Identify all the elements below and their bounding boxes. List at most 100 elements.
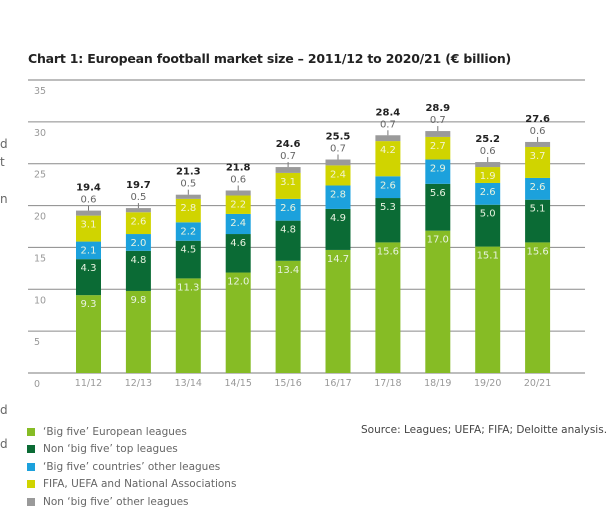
legend-label: FIFA, UEFA and National Associations bbox=[43, 478, 237, 491]
bar-segment bbox=[425, 159, 451, 184]
bar-segment bbox=[225, 190, 251, 196]
legend-label: Non ‘big five’ other leagues bbox=[43, 495, 189, 508]
legend-item: ‘Big five’ countries’ other leagues bbox=[27, 458, 236, 476]
x-tick-label: 13/14 bbox=[175, 378, 202, 389]
data-label: 9.8 bbox=[130, 295, 146, 306]
x-tick-label: 11/12 bbox=[75, 378, 102, 389]
data-label: 0.7 bbox=[280, 151, 296, 162]
legend-swatch bbox=[27, 427, 35, 436]
bar-segment bbox=[275, 198, 301, 221]
total-label: 28.9 bbox=[425, 103, 450, 114]
bar-stack: 13.4 4.8 2.6 3.1 0.724.6 bbox=[275, 139, 301, 373]
legend: ‘Big five’ European leagues Non ‘big five… bbox=[27, 423, 236, 511]
data-label: 0.7 bbox=[430, 115, 446, 126]
data-label: 1.9 bbox=[480, 171, 496, 182]
bar-segment bbox=[475, 204, 501, 247]
bar-segment bbox=[76, 210, 101, 216]
bar-segment bbox=[275, 260, 301, 373]
data-label: 5.3 bbox=[380, 202, 396, 213]
data-label: 2.7 bbox=[430, 141, 446, 152]
bar-segment bbox=[175, 278, 201, 373]
data-label: 2.4 bbox=[230, 218, 246, 229]
bar-stack: 17.0 5.6 2.9 2.7 0.728.9 bbox=[425, 103, 451, 373]
legend-swatch bbox=[27, 480, 35, 489]
data-label: 0.6 bbox=[530, 126, 546, 137]
bar-segment bbox=[325, 185, 351, 209]
legend-swatch bbox=[27, 445, 35, 454]
data-label: 2.6 bbox=[280, 203, 296, 214]
data-label: 4.8 bbox=[280, 225, 296, 236]
total-label: 21.3 bbox=[176, 167, 201, 178]
bar-segment bbox=[175, 222, 201, 241]
bar-segment bbox=[175, 194, 201, 199]
bar-segment bbox=[475, 182, 501, 205]
data-label: 4.8 bbox=[130, 255, 146, 266]
data-label: 13.4 bbox=[277, 265, 299, 276]
data-label: 2.1 bbox=[81, 246, 97, 257]
bar-segment bbox=[525, 141, 551, 147]
bar-segment bbox=[225, 195, 251, 214]
data-label: 15.6 bbox=[526, 246, 548, 257]
data-label: 2.0 bbox=[130, 238, 146, 249]
data-label: 3.1 bbox=[280, 177, 296, 188]
bars: 9.34.32.13.10.619.49.84.82.02.60.519.711… bbox=[76, 103, 551, 373]
x-tick-label: 16/17 bbox=[324, 378, 351, 389]
x-tick-label: 19/20 bbox=[474, 378, 501, 389]
data-label: 14.7 bbox=[327, 254, 349, 265]
data-label: 3.1 bbox=[81, 220, 97, 231]
data-label: 2.2 bbox=[230, 200, 246, 211]
data-label: 17.0 bbox=[427, 235, 449, 246]
bar-segment bbox=[425, 131, 451, 137]
bar-stack: 12.0 4.6 2.4 2.2 0.621.8 bbox=[225, 163, 251, 373]
gridlines bbox=[28, 79, 585, 374]
data-label: 2.6 bbox=[530, 182, 546, 193]
data-label: 0.5 bbox=[130, 192, 146, 203]
x-tick-label: 14/15 bbox=[225, 378, 252, 389]
bar-segment bbox=[275, 167, 301, 173]
bar-stack: 14.7 4.9 2.8 2.4 0.725.5 bbox=[325, 132, 351, 373]
legend-label: ‘Big five’ European leagues bbox=[43, 425, 187, 438]
y-tick-label: 5 bbox=[34, 337, 40, 348]
data-label: 9.3 bbox=[81, 299, 97, 310]
data-label: 4.5 bbox=[180, 245, 196, 256]
total-label: 21.8 bbox=[226, 163, 251, 174]
bar-segment bbox=[475, 162, 501, 168]
page-fragment: t bbox=[0, 155, 5, 169]
bar-segment bbox=[475, 167, 501, 183]
bar-segment bbox=[76, 241, 101, 260]
bar-stack: 9.8 4.8 2.0 2.6 0.519.7 bbox=[125, 180, 151, 373]
total-label: 19.4 bbox=[76, 183, 101, 194]
bar-segment bbox=[525, 177, 551, 200]
data-label: 4.6 bbox=[230, 238, 246, 249]
bar-segment bbox=[375, 141, 401, 177]
legend-swatch bbox=[27, 497, 35, 506]
x-axis-ticks: 11/12 12/13 13/14 14/15 15/16 16/17 17/18 18/19… bbox=[75, 378, 551, 389]
data-label: 3.7 bbox=[530, 151, 546, 162]
data-label: 0.6 bbox=[480, 146, 496, 157]
x-tick-label: 17/18 bbox=[374, 378, 401, 389]
bar-segment bbox=[225, 234, 251, 273]
bar-segment bbox=[375, 242, 401, 373]
y-tick-label: 15 bbox=[34, 253, 46, 264]
data-label: 0.7 bbox=[330, 144, 346, 155]
total-label: 25.5 bbox=[326, 132, 351, 143]
bar-segment bbox=[375, 176, 401, 199]
x-tick-label: 15/16 bbox=[274, 378, 301, 389]
data-label: 4.2 bbox=[380, 145, 396, 156]
bar-segment bbox=[325, 249, 351, 373]
bar-segment bbox=[325, 165, 351, 186]
data-label: 4.3 bbox=[81, 263, 97, 274]
data-label: 15.1 bbox=[477, 251, 499, 262]
bar-segment bbox=[525, 199, 551, 243]
bar-stack: 15.6 5.3 2.6 4.2 0.728.4 bbox=[375, 107, 401, 373]
data-label: 11.3 bbox=[177, 282, 199, 293]
page-fragment: d bbox=[0, 137, 8, 151]
bar-segment bbox=[375, 135, 401, 142]
bar-segment bbox=[76, 215, 101, 242]
bar-segment bbox=[125, 212, 151, 235]
page-fragment: n bbox=[0, 192, 8, 206]
bar-segment bbox=[425, 230, 451, 373]
bar-segment bbox=[525, 242, 551, 373]
data-label: 2.6 bbox=[380, 180, 396, 191]
